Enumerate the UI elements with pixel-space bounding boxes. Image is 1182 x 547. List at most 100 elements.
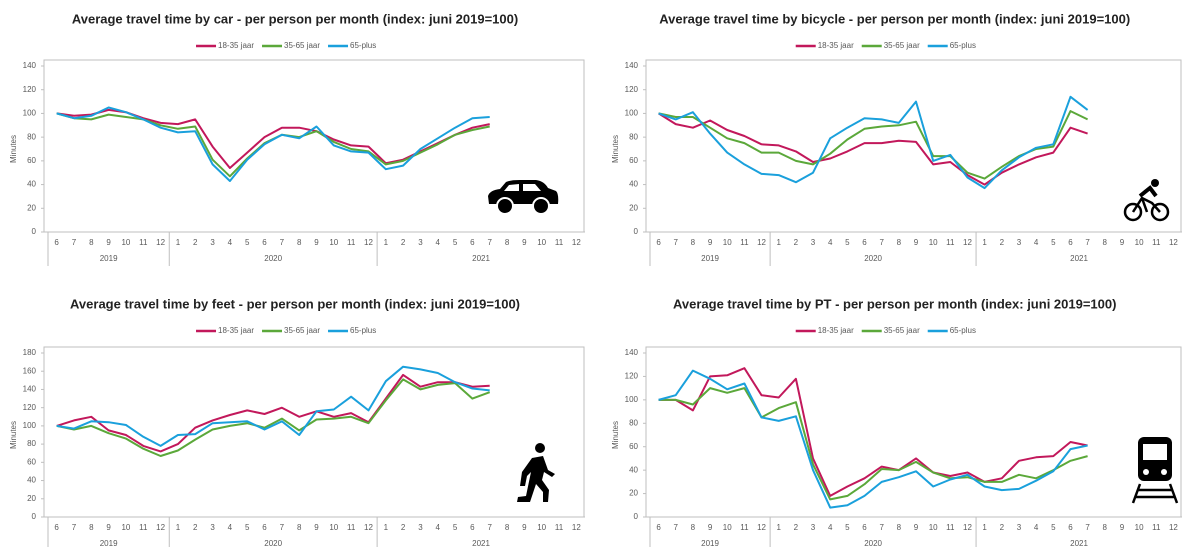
x-tick-label: 3 xyxy=(418,238,423,247)
x-tick-label: 10 xyxy=(537,523,546,532)
legend-label: 65-plus xyxy=(950,326,976,335)
x-tick-label: 6 xyxy=(1068,523,1073,532)
x-tick-label: 6 xyxy=(862,523,867,532)
x-tick-label: 8 xyxy=(89,523,94,532)
x-tick-label: 5 xyxy=(453,523,458,532)
x-tick-label: 2 xyxy=(193,238,198,247)
x-group-label: 2020 xyxy=(864,539,882,547)
y-tick-label: 60 xyxy=(629,442,638,451)
x-group-label: 2019 xyxy=(701,539,719,547)
x-tick-label: 2 xyxy=(794,238,799,247)
chart-panel: Average travel time by PT - per person p… xyxy=(611,296,1182,547)
plot-frame xyxy=(645,59,1182,233)
x-tick-label: 12 xyxy=(572,523,581,532)
series-line xyxy=(56,106,490,182)
x-tick-label: 5 xyxy=(245,523,250,532)
x-group-label: 2021 xyxy=(1070,539,1088,547)
legend-label: 18-35 jaar xyxy=(218,41,254,50)
y-tick-label: 20 xyxy=(629,203,638,212)
x-group-label: 2021 xyxy=(472,539,490,547)
series-line xyxy=(658,110,1089,180)
x-group-label: 2020 xyxy=(864,254,882,263)
x-tick-label: 3 xyxy=(210,238,215,247)
y-tick-label: 100 xyxy=(23,421,37,430)
y-tick-label: 120 xyxy=(23,403,37,412)
x-tick-label: 9 xyxy=(708,523,713,532)
y-tick-label: 80 xyxy=(27,439,36,448)
x-tick-label: 7 xyxy=(1085,238,1090,247)
x-tick-label: 7 xyxy=(72,238,77,247)
x-tick-label: 1 xyxy=(384,523,389,532)
x-group-label: 2019 xyxy=(100,254,118,263)
y-tick-label: 100 xyxy=(23,109,37,118)
chart-title: Average travel time by PT - per person p… xyxy=(673,296,1116,311)
x-tick-label: 9 xyxy=(914,523,919,532)
x-tick-label: 5 xyxy=(245,238,250,247)
x-tick-label: 2 xyxy=(401,238,406,247)
x-tick-label: 10 xyxy=(329,238,338,247)
x-tick-label: 3 xyxy=(418,523,423,532)
series-line xyxy=(658,367,1088,497)
x-tick-label: 11 xyxy=(740,238,749,247)
y-tick-label: 40 xyxy=(27,180,36,189)
x-tick-label: 4 xyxy=(228,238,233,247)
x-tick-label: 11 xyxy=(946,238,955,247)
y-tick-label: 80 xyxy=(629,132,638,141)
x-tick-label: 8 xyxy=(1103,238,1108,247)
x-tick-label: 2 xyxy=(193,523,198,532)
x-tick-label: 6 xyxy=(862,238,867,247)
x-tick-label: 4 xyxy=(1034,523,1039,532)
x-tick-label: 8 xyxy=(297,238,302,247)
y-tick-label: 100 xyxy=(625,109,639,118)
x-tick-label: 11 xyxy=(139,523,148,532)
x-tick-label: 9 xyxy=(522,238,527,247)
x-tick-label: 1 xyxy=(384,238,389,247)
x-tick-label: 11 xyxy=(555,523,564,532)
y-tick-label: 140 xyxy=(625,348,639,357)
y-tick-label: 160 xyxy=(23,366,37,375)
x-tick-label: 2 xyxy=(1000,523,1005,532)
x-tick-label: 12 xyxy=(963,523,972,532)
chart-panel: Average travel time by bicycle - per per… xyxy=(611,11,1182,266)
x-tick-label: 4 xyxy=(828,523,833,532)
y-tick-label: 80 xyxy=(629,418,638,427)
y-tick-label: 0 xyxy=(32,512,37,521)
x-tick-label: 12 xyxy=(364,523,373,532)
x-tick-label: 5 xyxy=(845,238,850,247)
y-tick-label: 20 xyxy=(27,494,36,503)
x-tick-label: 6 xyxy=(262,238,267,247)
y-tick-label: 140 xyxy=(23,61,37,70)
x-tick-label: 9 xyxy=(522,523,527,532)
x-tick-label: 4 xyxy=(828,238,833,247)
car-icon xyxy=(488,180,559,215)
chart-title: Average travel time by feet - per person… xyxy=(70,296,520,311)
y-axis-title: Minutes xyxy=(9,421,18,449)
x-tick-label: 11 xyxy=(740,523,749,532)
x-tick-label: 9 xyxy=(1120,238,1125,247)
x-tick-label: 3 xyxy=(210,523,215,532)
x-tick-label: 1 xyxy=(776,238,781,247)
x-tick-label: 10 xyxy=(723,523,732,532)
x-tick-label: 6 xyxy=(656,238,661,247)
x-tick-label: 10 xyxy=(929,523,938,532)
x-tick-label: 6 xyxy=(656,523,661,532)
x-tick-label: 1 xyxy=(776,523,781,532)
train-icon xyxy=(1131,437,1179,504)
bicycle-icon xyxy=(1123,179,1170,222)
x-tick-label: 10 xyxy=(121,523,130,532)
y-tick-label: 60 xyxy=(27,156,36,165)
y-tick-label: 120 xyxy=(23,85,37,94)
x-tick-label: 7 xyxy=(72,523,77,532)
x-tick-label: 9 xyxy=(314,523,319,532)
x-tick-label: 10 xyxy=(1135,523,1144,532)
x-tick-label: 2 xyxy=(794,523,799,532)
x-tick-label: 1 xyxy=(176,523,181,532)
x-tick-label: 11 xyxy=(946,523,955,532)
x-tick-label: 8 xyxy=(691,523,696,532)
x-tick-label: 12 xyxy=(1169,523,1178,532)
plot-frame xyxy=(43,346,585,518)
x-tick-label: 10 xyxy=(121,238,130,247)
x-tick-label: 5 xyxy=(1051,238,1056,247)
x-tick-label: 8 xyxy=(505,238,510,247)
